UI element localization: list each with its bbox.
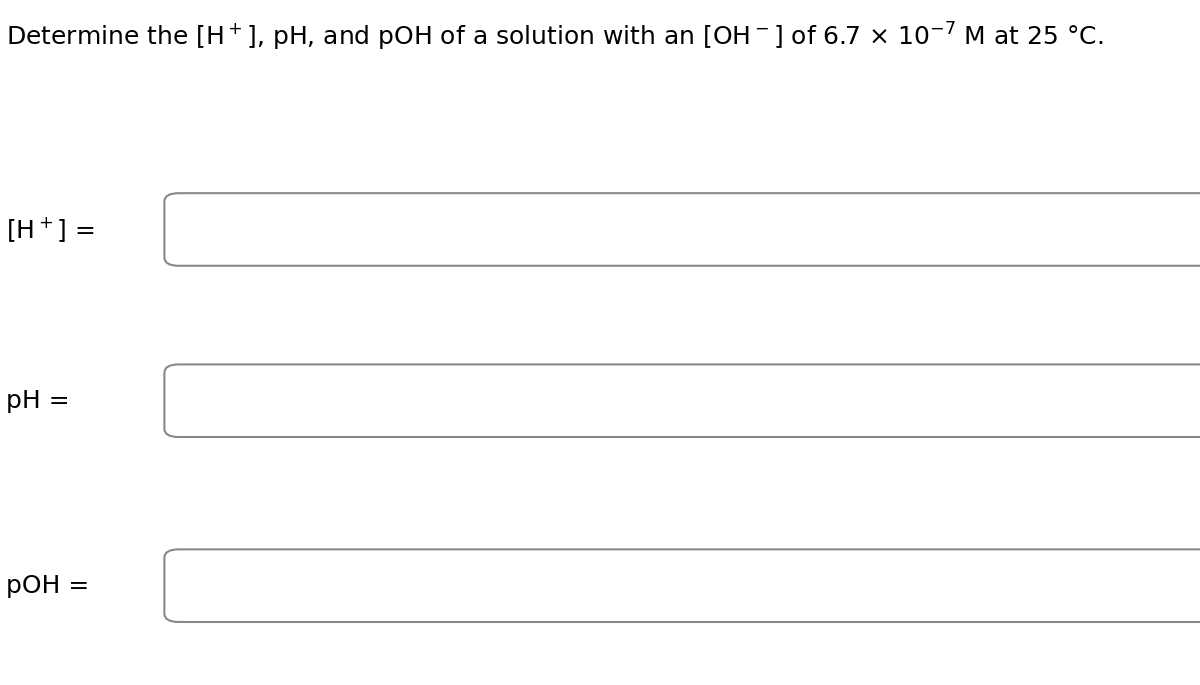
Text: pOH =: pOH = bbox=[6, 573, 89, 598]
Text: $\left[\mathrm{H^+}\right]$ =: $\left[\mathrm{H^+}\right]$ = bbox=[6, 215, 95, 244]
Text: Determine the $\left[\mathrm{H^+}\right]$, pH, and pOH of a solution with an $\l: Determine the $\left[\mathrm{H^+}\right]… bbox=[6, 21, 1104, 53]
Text: pH =: pH = bbox=[6, 388, 70, 413]
